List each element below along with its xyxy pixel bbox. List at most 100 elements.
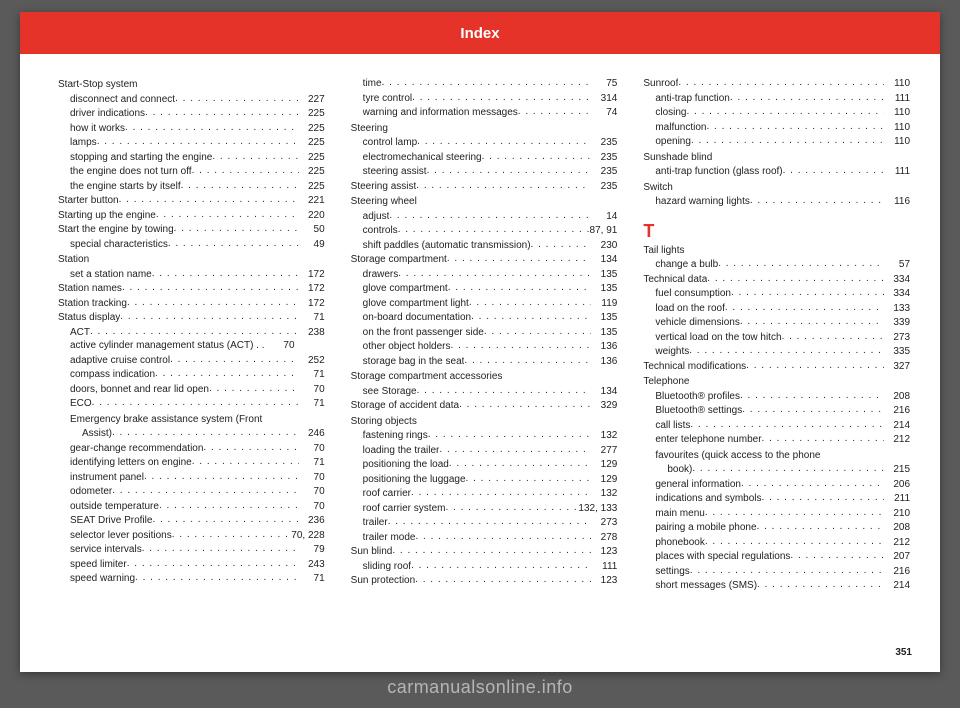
entry-page: 334: [884, 287, 910, 301]
entry-label: roof carrier: [363, 487, 411, 501]
entry-page: 135: [591, 282, 617, 296]
entry-label: electromechanical steering: [363, 151, 482, 165]
leader-dots: [152, 267, 299, 277]
index-entry: places with special regulations207: [643, 549, 910, 564]
entry-page: 70: [299, 471, 325, 485]
leader-dots: [762, 432, 884, 442]
leader-dots: [415, 573, 591, 583]
entry-page: 212: [884, 536, 910, 550]
entry-label: doors, bonnet and rear lid open: [70, 383, 209, 397]
entry-page: 70: [269, 339, 295, 353]
leader-dots: [466, 472, 592, 482]
index-entry: glove compartment light119: [351, 296, 618, 311]
index-entry: on the front passenger side135: [351, 325, 618, 340]
index-entry: active cylinder management status (ACT) …: [58, 339, 325, 353]
entry-label: Storage compartment: [351, 253, 447, 267]
entry-label: SEAT Drive Profile: [70, 514, 152, 528]
index-entry: selector lever positions70, 228: [58, 528, 325, 543]
entry-label: positioning the luggage: [363, 473, 466, 487]
leader-dots: [120, 310, 298, 320]
entry-page: 235: [591, 180, 617, 194]
leader-dots: [471, 310, 591, 320]
leader-dots: [127, 557, 299, 567]
entry-page: 79: [299, 543, 325, 557]
entry-page: 220: [299, 209, 325, 223]
leader-dots: [689, 344, 884, 354]
entry-label: malfunction: [655, 121, 706, 135]
entry-page: 14: [591, 210, 617, 224]
index-entry: enter telephone number212: [643, 432, 910, 447]
index-title: Index: [460, 25, 499, 42]
entry-page: 111: [884, 165, 910, 179]
leader-dots: [411, 486, 591, 496]
entry-label: book): [667, 463, 692, 477]
entry-label: vehicle dimensions: [655, 316, 740, 330]
index-entry: speed warning71: [58, 571, 325, 586]
entry-page: 70: [299, 500, 325, 514]
index-entry: Starting up the engine220: [58, 208, 325, 223]
leader-dots: [469, 296, 592, 306]
leader-dots: [112, 484, 298, 494]
index-columns: Start-Stop systemdisconnect and connect2…: [20, 54, 940, 593]
entry-label: glove compartment light: [363, 297, 469, 311]
entry-label: phonebook: [655, 536, 705, 550]
entry-page: 208: [884, 390, 910, 404]
index-entry: vehicle dimensions339: [643, 315, 910, 330]
entry-label: how it works: [70, 122, 125, 136]
entry-page: 225: [299, 136, 325, 150]
leader-dots: [168, 237, 299, 247]
entry-page: 207: [884, 550, 910, 564]
leader-dots: [122, 281, 299, 291]
entry-label: ACT: [70, 326, 90, 340]
entry-label: outside temperature: [70, 500, 159, 514]
leader-dots: [127, 296, 299, 306]
leader-dots: [782, 330, 884, 340]
index-category: Tail lights: [643, 244, 910, 258]
leader-dots: [725, 301, 884, 311]
entry-page: 57: [884, 258, 910, 272]
leader-dots: [142, 542, 299, 552]
leader-dots: [175, 92, 299, 102]
leader-dots: [447, 252, 592, 262]
index-entry: Starter button221: [58, 193, 325, 208]
entry-page: 134: [591, 253, 617, 267]
index-entry: service intervals79: [58, 542, 325, 557]
index-entry: Sun blind 123: [351, 544, 618, 559]
entry-label: Sun blind: [351, 545, 393, 559]
entry-page: 252: [299, 354, 325, 368]
index-entry: fuel consumption334: [643, 286, 910, 301]
entry-label: fastening rings: [363, 429, 428, 443]
index-entry: gear-change recommendation70: [58, 441, 325, 456]
leader-dots: [415, 530, 591, 540]
entry-page: 135: [591, 268, 617, 282]
entry-page: 133: [884, 302, 910, 316]
entry-label: Start the engine by towing: [58, 223, 174, 237]
index-entry: how it works225: [58, 121, 325, 136]
leader-dots: [412, 91, 591, 101]
leader-dots: [392, 544, 591, 554]
leader-dots: [156, 208, 299, 218]
index-entry: glove compartment135: [351, 281, 618, 296]
index-entry: the engine starts by itself225: [58, 179, 325, 194]
entry-page: 243: [299, 558, 325, 572]
page-number: 351: [895, 647, 912, 658]
index-entry: stopping and starting the engine225: [58, 150, 325, 165]
index-entry: roof carrier132: [351, 486, 618, 501]
entry-label: Starter button: [58, 194, 119, 208]
entry-label: closing: [655, 106, 686, 120]
entry-label: controls: [363, 224, 398, 238]
index-header: Index: [20, 12, 940, 54]
entry-label: short messages (SMS): [655, 579, 757, 593]
entry-page: 172: [299, 297, 325, 311]
index-entry: trailer273: [351, 515, 618, 530]
index-entry: drawers135: [351, 267, 618, 282]
index-entry: disconnect and connect227: [58, 92, 325, 107]
leader-dots: [445, 501, 578, 511]
index-entry: settings216: [643, 564, 910, 579]
entry-page: 123: [591, 545, 617, 559]
index-entry: Station names172: [58, 281, 325, 296]
index-entry: Assist)246: [58, 426, 325, 441]
leader-dots: [174, 222, 299, 232]
leader-dots: [690, 418, 884, 428]
entry-page: 314: [591, 92, 617, 106]
